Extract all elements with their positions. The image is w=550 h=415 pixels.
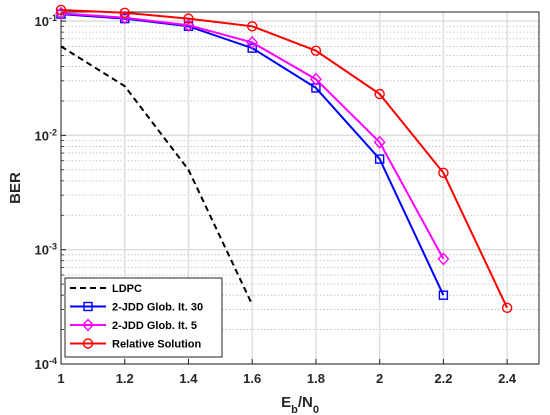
series-layer xyxy=(55,4,513,314)
marker-circle xyxy=(119,7,130,19)
x-tick-label: 1.6 xyxy=(243,371,261,386)
x-tick-label: 1 xyxy=(57,371,64,386)
x-tick-label: 2.2 xyxy=(434,371,452,386)
marker-circle xyxy=(183,13,194,24)
marker-circle xyxy=(246,21,258,32)
x-tick-label: 1.4 xyxy=(179,371,198,386)
marker-square xyxy=(83,301,93,312)
axis-ticks xyxy=(60,20,508,365)
y-tick-label: 10-3 xyxy=(35,242,57,258)
x-tick-label: 2 xyxy=(376,371,383,386)
marker-square xyxy=(438,290,449,300)
marker-diamond xyxy=(182,18,195,32)
marker-square xyxy=(374,154,385,164)
marker-circle xyxy=(55,4,67,16)
marker-circle xyxy=(82,338,94,349)
marker-circle xyxy=(374,88,385,100)
marker-circle xyxy=(438,167,449,179)
legend-label: 2-JDD Glob. It. 5 xyxy=(112,320,197,332)
x-axis-label: Eb/N0 xyxy=(281,394,319,415)
legend-item: Relative Solution xyxy=(70,338,202,351)
marker-diamond xyxy=(437,252,450,266)
marker-diamond xyxy=(309,72,322,86)
x-tick-label: 2.4 xyxy=(498,371,517,386)
x-tick-label: 1.8 xyxy=(307,371,325,386)
y-tick-label: 10-2 xyxy=(35,127,57,143)
x-tick-label: 1.2 xyxy=(116,371,134,386)
marker-square xyxy=(247,43,257,53)
series-line xyxy=(60,45,254,306)
series-1 xyxy=(60,45,254,306)
legend-item: LDPC xyxy=(70,283,142,295)
legend-label: LDPC xyxy=(112,283,142,295)
legend-label: 2-JDD Glob. It. 30 xyxy=(112,302,203,314)
marker-circle xyxy=(310,45,322,56)
y-tick-label: 10-1 xyxy=(35,13,57,29)
legend: LDPC 2-JDD Glob. It. 30 2-JDD Glob. It. 5 R… xyxy=(64,277,223,358)
plot-frame xyxy=(60,11,540,365)
y-tick-label: 10-4 xyxy=(35,356,57,372)
legend-label: Relative Solution xyxy=(112,339,202,351)
minor-grid xyxy=(61,25,539,330)
marker-diamond xyxy=(82,318,94,332)
series-4 xyxy=(55,4,513,314)
legend-item: 2-JDD Glob. It. 30 xyxy=(70,302,203,314)
legend-item: 2-JDD Glob. It. 5 xyxy=(70,318,197,332)
series-line xyxy=(60,9,509,309)
marker-diamond xyxy=(55,6,67,20)
y-tick-labels: 10-1 10-2 10-3 10-4 xyxy=(35,13,57,372)
marker-diamond xyxy=(373,135,386,149)
marker-diamond xyxy=(246,35,259,49)
y-axis-label: BER xyxy=(7,172,24,204)
marker-circle xyxy=(501,302,513,314)
x-tick-labels: 1 1.2 1.4 1.6 1.8 2 2.2 2.4 xyxy=(57,371,517,386)
